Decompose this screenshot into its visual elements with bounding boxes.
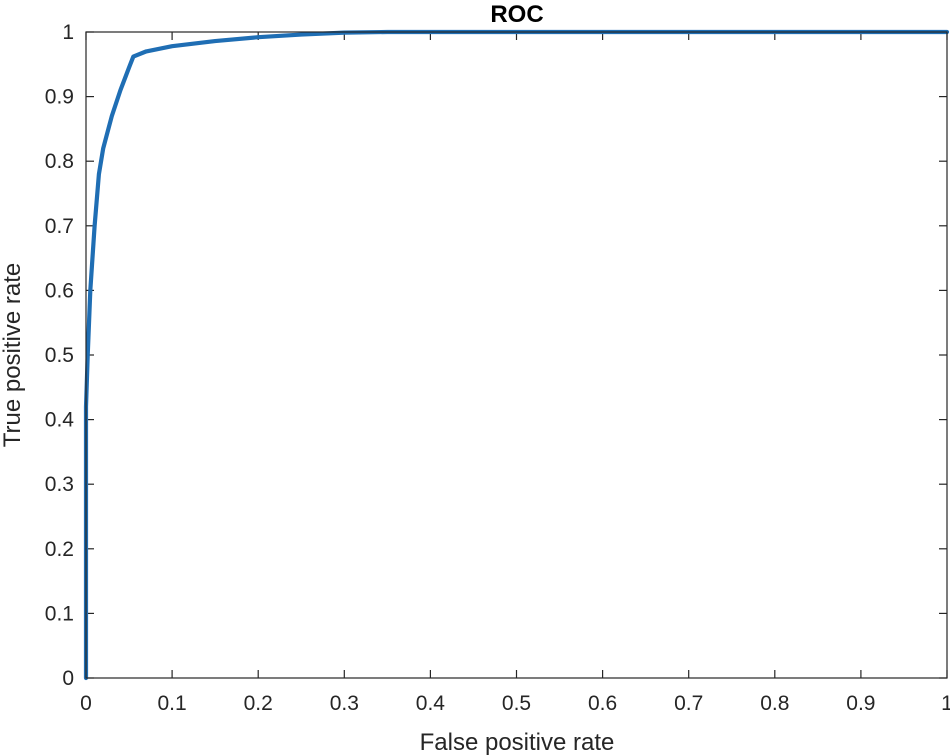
x-axis-title: False positive rate — [420, 729, 615, 755]
x-tick-label: 0.8 — [760, 692, 789, 715]
x-tick-label: 0.5 — [502, 692, 531, 715]
y-tick-label: 0.1 — [45, 602, 74, 625]
y-tick-label: 0.9 — [45, 86, 74, 109]
x-tick-label: 0.3 — [330, 692, 359, 715]
y-tick-label: 0.6 — [45, 279, 74, 302]
x-tick-label: 1 — [941, 692, 950, 715]
x-tick-label: 0.2 — [244, 692, 273, 715]
x-tick-label: 0.9 — [846, 692, 875, 715]
y-axis-title: True positive rate — [0, 263, 26, 448]
plot-frame — [85, 31, 948, 679]
y-tick-label: 1 — [62, 21, 74, 44]
x-tick-label: 0.1 — [157, 692, 186, 715]
x-tick-label: 0.7 — [674, 692, 703, 715]
plot-series — [83, 29, 950, 681]
x-tick-label: 0 — [80, 692, 92, 715]
x-tick-label: 0.4 — [416, 692, 446, 715]
y-tick-label: 0.3 — [45, 473, 74, 496]
y-tick-label: 0.8 — [45, 150, 74, 173]
y-tick-label: 0.7 — [45, 215, 74, 238]
x-axis-ticks: 0 0.1 0.2 0.3 0.4 0.5 0.6 0.7 0.8 0.9 1 — [80, 32, 950, 715]
y-tick-label: 0.4 — [45, 409, 75, 432]
y-tick-label: 0.2 — [45, 538, 74, 561]
chart-title: ROC — [490, 1, 543, 28]
y-tick-label: 0.5 — [45, 344, 74, 367]
x-tick-label: 0.6 — [588, 692, 617, 715]
roc-curve-line — [83, 29, 950, 681]
y-tick-label: 0 — [62, 667, 74, 690]
y-axis-ticks: 0 0.1 0.2 0.3 0.4 0.5 0.6 0.7 0.8 0.9 1 — [45, 21, 947, 690]
